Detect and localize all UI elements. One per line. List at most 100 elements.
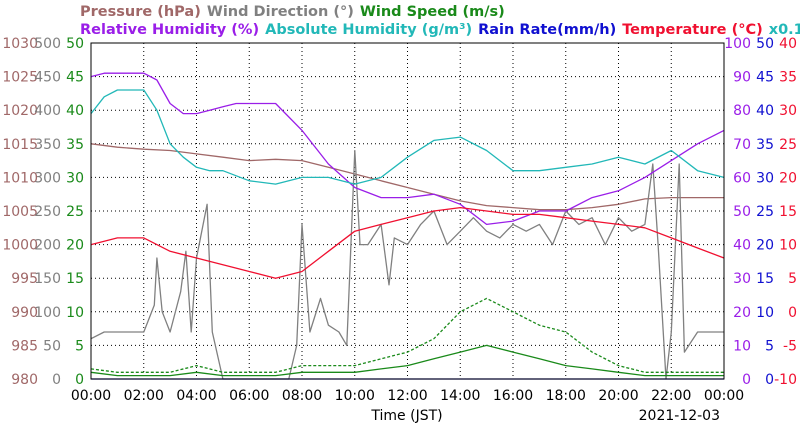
left-axis-tick-label: 1025 xyxy=(2,70,38,86)
series-line xyxy=(90,89,725,185)
x-axis-tick-label: 10:00 xyxy=(335,388,375,404)
right-axis-tick-label: 10 xyxy=(779,238,797,254)
x-axis-tick-label: 18:00 xyxy=(546,388,586,404)
left-axis-tick-label: 990 xyxy=(11,305,38,321)
right-axis-tick-label: 15 xyxy=(756,271,774,287)
legend-item: x0.1 xyxy=(769,22,800,38)
left-axis-tick-label: 1000 xyxy=(2,238,38,254)
left-axis-tick-label: 985 xyxy=(11,338,38,354)
legend-item: Pressure (hPa) xyxy=(80,4,201,20)
series-line xyxy=(90,149,724,380)
x-axis-tick-label: 00:00 xyxy=(71,388,111,404)
left-axis-tick-label: 350 xyxy=(34,137,61,153)
x-axis-tick-label: 22:00 xyxy=(651,388,691,404)
right-axis-tick-label: 25 xyxy=(779,137,797,153)
x-axis-tick-label: 06:00 xyxy=(229,388,269,404)
right-axis-tick-label: 60 xyxy=(733,170,751,186)
legend-line-2: Relative Humidity (%) Absolute Humidity (… xyxy=(80,22,800,38)
left-axis-tick-label: 25 xyxy=(66,204,84,220)
left-axis-tick-label: 10 xyxy=(66,305,84,321)
right-axis-tick-label: 35 xyxy=(756,137,774,153)
series-group xyxy=(90,72,725,380)
right-axis-tick-label: 5 xyxy=(788,271,797,287)
legend-item: Wind Speed (m/s) xyxy=(360,4,505,20)
left-axis-tick-label: 100 xyxy=(34,305,61,321)
left-axis-tick-label: 45 xyxy=(66,70,84,86)
legend-item: Wind Direction (°) xyxy=(207,4,354,20)
left-axis-tick-label: 250 xyxy=(34,204,61,220)
right-axis-tick-label: 20 xyxy=(779,170,797,186)
right-axis-tick-label: 10 xyxy=(733,338,751,354)
series-line xyxy=(90,344,724,377)
right-axis-tick-label: 15 xyxy=(779,204,797,220)
left-axis-tick-label: 40 xyxy=(66,103,84,119)
legend-line-1: Pressure (hPa) Wind Direction (°) Wind Spe… xyxy=(80,4,505,20)
right-axis-tick-label: 30 xyxy=(756,170,774,186)
right-axis-tick-label: 20 xyxy=(756,238,774,254)
plot-frame xyxy=(90,42,725,380)
left-axis-tick-label: 50 xyxy=(66,36,84,52)
left-axis-tick-label: 50 xyxy=(43,338,61,354)
right-axis-tick-label: 0 xyxy=(742,372,751,388)
left-axis-tick-label: 200 xyxy=(34,238,61,254)
legend-item: Temperature (°C) xyxy=(622,22,763,38)
left-axes: 9809859909951000100510101015102010251030… xyxy=(2,36,84,388)
series-line xyxy=(90,206,725,279)
legend: Pressure (hPa) Wind Direction (°) Wind Spe… xyxy=(80,4,800,38)
left-axis-tick-label: 0 xyxy=(52,372,61,388)
left-axis-tick-label: 30 xyxy=(66,170,84,186)
right-axis-tick-label: 5 xyxy=(765,338,774,354)
left-axis-tick-label: 1015 xyxy=(2,137,38,153)
x-axis: 00:00 02:00 04:00 06:00 08:00 10:00 12:00 14:00… xyxy=(71,388,744,404)
right-axis-tick-label: 30 xyxy=(733,271,751,287)
right-axis-tick-label: 70 xyxy=(733,137,751,153)
legend-item: Absolute Humidity (g/m³) xyxy=(265,22,472,38)
right-axis-tick-label: 40 xyxy=(733,238,751,254)
legend-item: Rain Rate(mm/h) xyxy=(478,22,616,38)
left-axis-tick-label: 300 xyxy=(34,170,61,186)
left-axis-tick-label: 1005 xyxy=(2,204,38,220)
right-axis-tick-label: 25 xyxy=(756,204,774,220)
right-axis-tick-label: 35 xyxy=(779,70,797,86)
x-axis-tick-label: 08:00 xyxy=(282,388,322,404)
x-axis-tick-label: 20:00 xyxy=(598,388,638,404)
left-axis-tick-label: 400 xyxy=(34,103,61,119)
left-axis-tick-label: 150 xyxy=(34,271,61,287)
right-axis-tick-label: 100 xyxy=(724,36,751,52)
right-axis-tick-label: 50 xyxy=(733,204,751,220)
left-axis-tick-label: 1030 xyxy=(2,36,38,52)
x-axis-tick-label: 02:00 xyxy=(124,388,164,404)
series-line xyxy=(90,143,724,211)
right-axis-tick-label: -5 xyxy=(783,338,797,354)
x-axis-tick-label: 14:00 xyxy=(440,388,480,404)
left-axis-tick-label: 450 xyxy=(34,70,61,86)
left-axis-tick-label: 1020 xyxy=(2,103,38,119)
right-axis-tick-label: 40 xyxy=(756,103,774,119)
right-axis-tick-label: 30 xyxy=(779,103,797,119)
right-axis-tick-label: 0 xyxy=(765,372,774,388)
left-axis-tick-label: 5 xyxy=(75,338,84,354)
right-axis-tick-label: 50 xyxy=(756,36,774,52)
legend-item: Relative Humidity (%) xyxy=(80,22,259,38)
x-axis-tick-label: 00:00 xyxy=(704,388,744,404)
left-axis-tick-label: 500 xyxy=(34,36,61,52)
x-axis-tick-label: 16:00 xyxy=(493,388,533,404)
left-axis-tick-label: 35 xyxy=(66,137,84,153)
x-axis-tick-label: 04:00 xyxy=(176,388,216,404)
right-axis-tick-label: 45 xyxy=(756,70,774,86)
grid xyxy=(91,43,724,379)
left-axis-tick-label: 980 xyxy=(11,372,38,388)
left-axis-tick-label: 15 xyxy=(66,271,84,287)
right-axis-tick-label: -10 xyxy=(774,372,797,388)
x-axis-label: Time (JST) xyxy=(370,408,442,424)
x-axis-tick-label: 12:00 xyxy=(387,388,427,404)
right-axis-tick-label: 40 xyxy=(779,36,797,52)
right-axis-tick-label: 10 xyxy=(756,305,774,321)
right-axis-tick-label: 20 xyxy=(733,305,751,321)
series-line xyxy=(90,72,725,226)
right-axes: 0102030405060708090100051015202530354045… xyxy=(724,36,797,388)
series-line xyxy=(90,297,724,373)
right-axis-tick-label: 90 xyxy=(733,70,751,86)
left-axis-tick-label: 0 xyxy=(75,372,84,388)
